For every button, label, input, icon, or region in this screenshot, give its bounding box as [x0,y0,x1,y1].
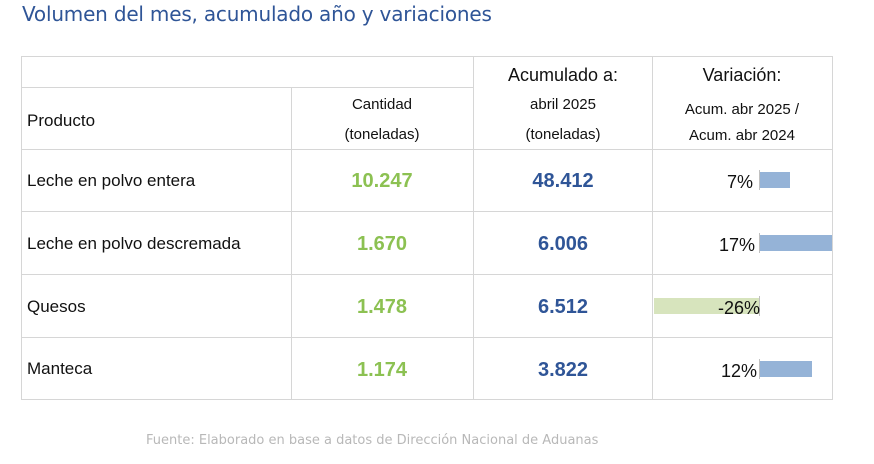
row-acumulado: 6.006 [537,233,589,255]
header-acumulado-line2: (toneladas) [525,126,601,143]
data-table: Acumulado a: Variación: Producto Cantida… [21,56,833,400]
row-cantidad: 1.174 [356,359,408,381]
row-producto: Leche en polvo entera [27,171,196,190]
row-divider [22,274,832,275]
header-acumulado-line1: abril 2025 [530,96,596,113]
row-producto: Manteca [27,359,93,378]
page-title: Volumen del mes, acumulado año y variaci… [22,2,492,26]
variation-bar [760,172,790,188]
column-divider [473,57,474,399]
header-variacion-line2: Acum. abr 2024 [689,127,795,144]
column-divider [652,57,653,399]
row-divider [22,211,832,212]
variation-bar [654,298,759,314]
zero-axis [759,233,760,253]
header-variacion-line1: Acum. abr 2025 / [684,101,800,118]
variation-bar [760,361,812,377]
row-variacion: -26% [718,298,761,318]
row-producto: Quesos [27,297,86,316]
row-cantidad: 10.247 [351,170,413,192]
header-producto: Producto [27,111,96,130]
header-cantidad-line1: Cantidad [351,96,413,113]
variation-bar [760,235,832,251]
zero-axis [759,359,760,379]
row-acumulado: 6.512 [537,296,589,318]
header-variacion-top: Variación: [702,65,782,85]
zero-axis [759,170,760,190]
row-cantidad: 1.478 [356,296,408,318]
row-variacion: 7% [727,172,754,192]
zero-axis [759,296,760,316]
header-cantidad-line2: (toneladas) [344,126,420,143]
row-divider [22,337,832,338]
row-divider [22,87,473,88]
row-acumulado: 3.822 [537,359,589,381]
row-divider [22,149,832,150]
row-acumulado: 48.412 [532,170,594,192]
column-divider [291,87,292,399]
source-note: Fuente: Elaborado en base a datos de Dir… [146,433,599,448]
row-variacion: 17% [719,235,756,255]
row-producto: Leche en polvo descremada [27,234,241,253]
row-cantidad: 1.670 [356,233,408,255]
row-variacion: 12% [721,361,758,381]
header-acumulado-top: Acumulado a: [507,65,619,85]
